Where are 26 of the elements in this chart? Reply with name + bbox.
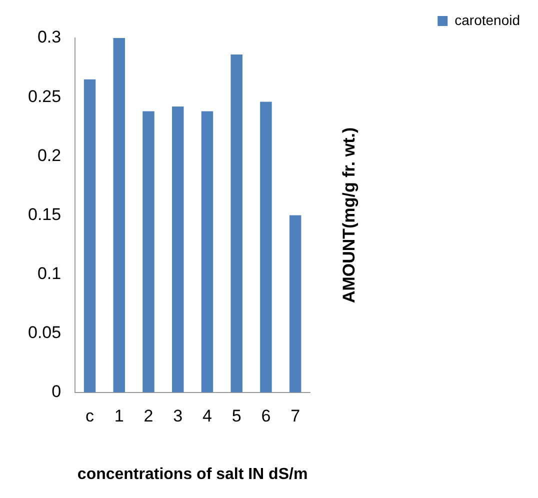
x-tick-label: 3 (173, 406, 183, 426)
bar (230, 54, 242, 392)
bar (172, 106, 184, 392)
y-tick-label: 0.25 (28, 86, 62, 106)
x-tick-label: c (86, 406, 95, 426)
x-axis-title: concentrations of salt IN dS/m (77, 466, 308, 483)
y-tick-label: 0.1 (37, 264, 62, 283)
x-tick-label: 5 (232, 406, 242, 426)
y-tick-label: 0.15 (28, 204, 62, 224)
bar (201, 111, 214, 392)
y-tick-label: 0.3 (37, 28, 62, 47)
x-tick-label: 4 (202, 406, 212, 426)
x-tick-label: 2 (144, 406, 154, 426)
bar (84, 79, 96, 392)
bar (113, 38, 126, 392)
bar (289, 215, 302, 392)
x-tick-label: 6 (261, 406, 271, 426)
y-axis-title: AMOUNT(mg/g fr. wt.) (340, 127, 359, 304)
bar (142, 111, 154, 392)
x-tick-label: 1 (114, 406, 124, 426)
y-tick-label: 0 (52, 382, 62, 402)
y-tick-label: 0.2 (37, 146, 62, 165)
legend-label: carotenoid (454, 12, 520, 28)
y-tick-label: 0.05 (28, 323, 62, 342)
x-tick-label: 7 (290, 406, 300, 426)
bar (260, 102, 272, 392)
